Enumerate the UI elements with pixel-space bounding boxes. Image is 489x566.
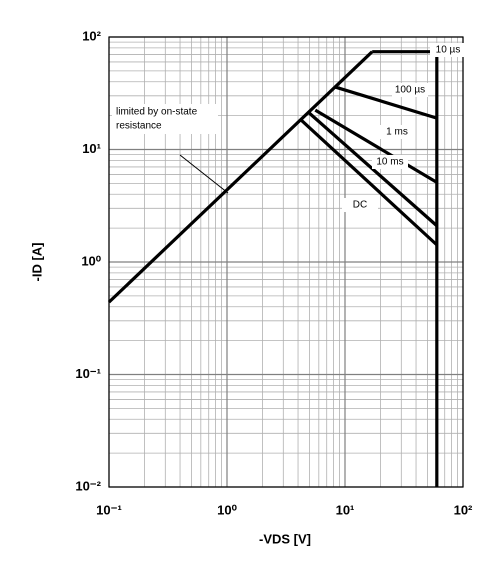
y-tick-label: 10⁰ (81, 253, 101, 268)
series-line (107, 50, 374, 304)
annotation: resistance (116, 121, 162, 132)
y-tick-label: 10⁻¹ (75, 366, 101, 381)
series-label-bg (372, 155, 408, 169)
plot-frame (108, 36, 464, 488)
series-label: 100 µs (395, 85, 425, 96)
series-label-bg (379, 125, 415, 139)
y-tick-label: 10² (82, 28, 101, 43)
x-axis-label: -VDS [V] (259, 531, 311, 546)
y-tick-label: 10¹ (82, 141, 101, 156)
x-tick-label: 10⁰ (217, 502, 237, 517)
x-tick-label: 10⁻¹ (96, 502, 122, 517)
series-line (314, 108, 438, 184)
annotation-bg (112, 104, 218, 134)
x-tick-label: 10¹ (336, 502, 355, 517)
series-label-bg (342, 198, 378, 212)
series-label: DC (353, 200, 367, 211)
series-line (299, 118, 438, 247)
series-label: 1 ms (386, 127, 408, 138)
x-tick-label: 10² (454, 502, 473, 517)
annotation-leader (179, 154, 229, 194)
series-label: 10 ms (376, 157, 403, 168)
series-label: 10 µs (436, 45, 461, 56)
series-label-bg (430, 43, 466, 57)
series-line (308, 112, 438, 227)
y-axis-label: -ID [A] (29, 243, 44, 282)
annotation: limited by on-state (116, 107, 198, 118)
series-line (334, 85, 438, 120)
y-tick-label: 10⁻² (75, 478, 101, 493)
series-label-bg (392, 83, 428, 97)
